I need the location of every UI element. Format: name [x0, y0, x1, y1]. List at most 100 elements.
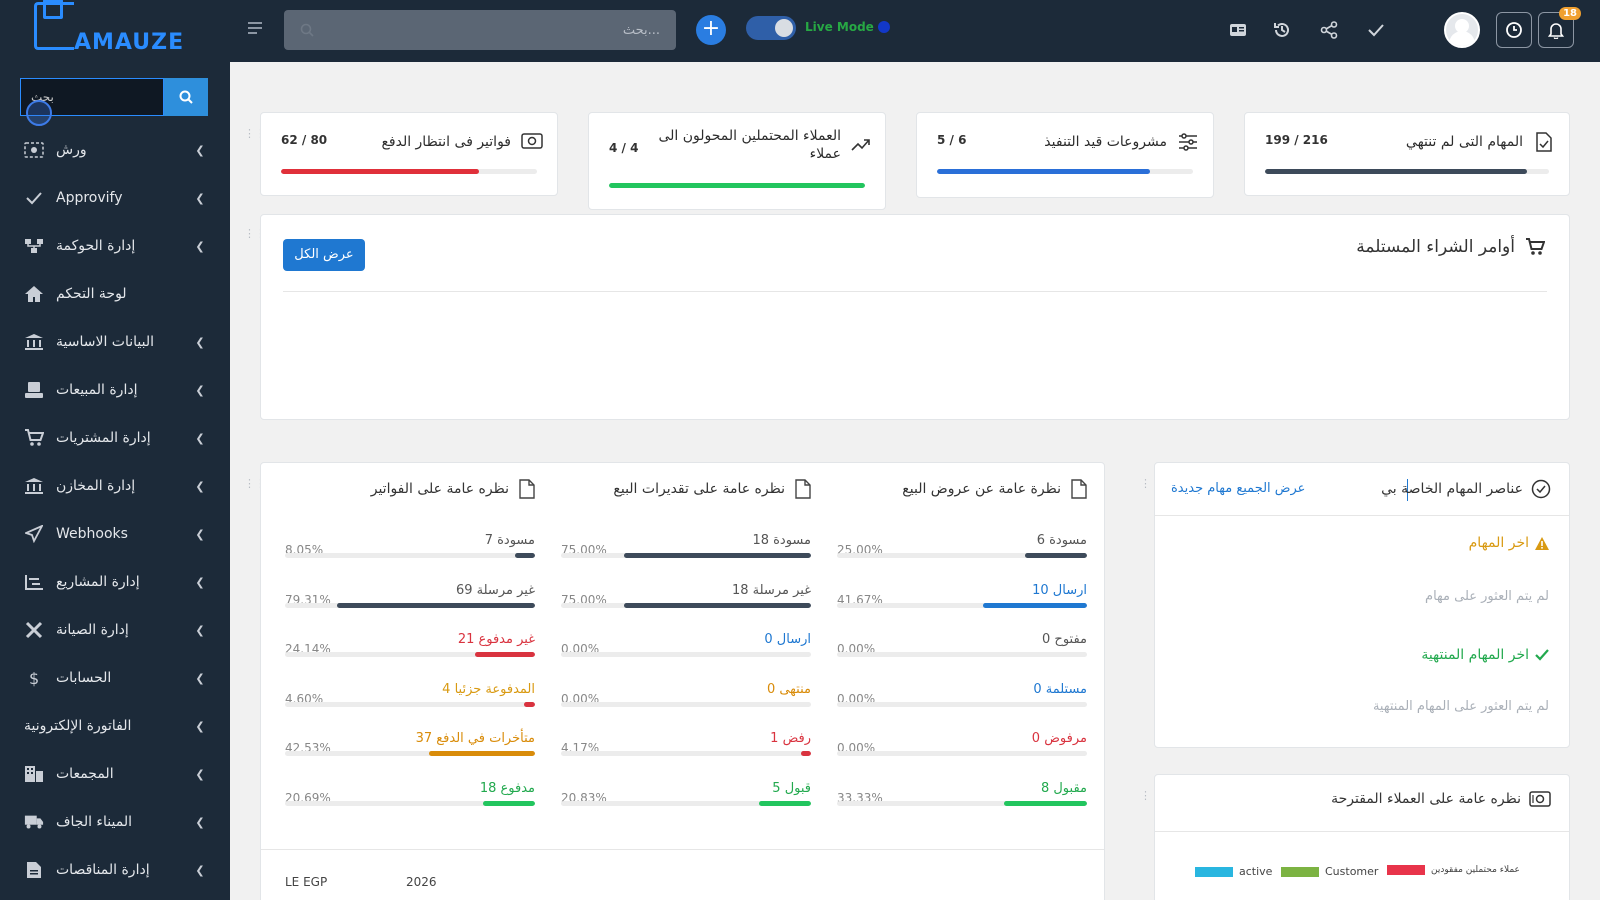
- finished-tasks-heading: اخر المهام المنتهية: [1421, 647, 1549, 663]
- purchase-orders-title-text: أوامر الشراء المستلمة: [1356, 237, 1515, 257]
- legend-item-active[interactable]: active: [1195, 865, 1272, 878]
- history-icon[interactable]: [1270, 18, 1294, 42]
- logo[interactable]: AMAUZE: [0, 0, 230, 62]
- overview-row[interactable]: مرفوض 0 0.00%: [837, 731, 1087, 771]
- year-label: 2026: [406, 875, 437, 889]
- progress-fill: [623, 553, 811, 558]
- document-icon: [519, 479, 535, 499]
- stat-card[interactable]: فواتير فى انتظار الدفع 62 / 80: [260, 112, 558, 196]
- drag-handle-icon[interactable]: ⋮⋮: [1140, 789, 1162, 802]
- chevron-left-icon: ❮: [195, 335, 205, 349]
- sidebar-item-label: البيانات الاساسية: [56, 334, 154, 350]
- sidebar-search-button[interactable]: [164, 78, 208, 116]
- id-card-icon[interactable]: [1226, 18, 1250, 42]
- sales-icon: [24, 380, 44, 400]
- overview-row[interactable]: مدفوع 18 20.69%: [285, 781, 535, 821]
- menu-toggle-icon[interactable]: [248, 22, 262, 37]
- stat-title-text: المهام التى لم تنتهي: [1405, 134, 1523, 150]
- progress-fill: [937, 169, 1151, 174]
- overview-row[interactable]: ارسال 10 41.67%: [837, 583, 1087, 623]
- stat-card[interactable]: العملاء المحتملين المحولون الى عملاء 4 / …: [588, 112, 886, 210]
- view-all-button[interactable]: عرض الكل: [283, 239, 365, 271]
- sidebar-item-label: إدارة المشاريع: [56, 574, 140, 590]
- drag-handle-icon[interactable]: ⋮⋮: [244, 477, 266, 490]
- sidebar-item-12[interactable]: الفاتورة الإلكترونية ❮: [0, 702, 230, 750]
- share-icon[interactable]: [1317, 18, 1341, 42]
- top-search-input[interactable]: بحث...: [284, 10, 676, 50]
- truck-icon: [24, 812, 44, 832]
- stat-title-text: فواتير فى انتظار الدفع: [381, 134, 511, 150]
- mouse-cursor: [26, 100, 52, 126]
- sidebar-item-6[interactable]: إدارة المشتريات ❮: [0, 414, 230, 462]
- overview-row[interactable]: متأخرات في الدفع 37 42.53%: [285, 731, 535, 771]
- info-icon[interactable]: [878, 21, 890, 33]
- sidebar-item-13[interactable]: المجمعات ❮: [0, 750, 230, 798]
- drag-handle-icon[interactable]: ⋮⋮: [244, 127, 266, 140]
- progress-fill: [1003, 801, 1087, 806]
- bank-icon: [24, 332, 44, 352]
- overview-row[interactable]: مسودة 7 8.05%: [285, 533, 535, 573]
- progress-bar: [837, 652, 1087, 658]
- check-icon: [1535, 649, 1549, 661]
- notifications-button[interactable]: 18: [1538, 7, 1581, 48]
- legend-item-lost-leads[interactable]: عملاء محتملين مفقودين: [1387, 865, 1520, 875]
- drag-handle-icon[interactable]: ⋮⋮: [244, 227, 266, 240]
- sidebar-item-14[interactable]: الميناء الجاف ❮: [0, 798, 230, 846]
- sidebar-item-15[interactable]: إدارة المناقصات ❮: [0, 846, 230, 894]
- my-tasks-title: عناصر المهام الخاصة بي: [1381, 479, 1551, 499]
- progress-fill: [758, 801, 811, 806]
- sidebar-item-2[interactable]: إدارة الحوكمة ❮: [0, 222, 230, 270]
- tools-icon: [24, 620, 44, 640]
- view-all-tasks-link[interactable]: عرض الجميع مهام جديدة: [1171, 481, 1306, 496]
- divider: [261, 849, 1104, 850]
- stat-card[interactable]: مشروعات قيد التنفيذ 5 / 6: [916, 112, 1214, 198]
- sidebar-item-8[interactable]: Webhooks ❮: [0, 510, 230, 558]
- sidebar-item-5[interactable]: إدارة المبيعات ❮: [0, 366, 230, 414]
- overview-row[interactable]: قبول 5 20.83%: [561, 781, 811, 821]
- sidebar-item-3[interactable]: لوحة التحكم: [0, 270, 230, 318]
- live-mode-toggle[interactable]: [746, 16, 796, 40]
- overview-row-label: مرفوض 0: [1031, 731, 1087, 747]
- overview-row[interactable]: غير مرسلة 69 79.31%: [285, 583, 535, 623]
- sidebar-item-10[interactable]: إدارة الصيانة ❮: [0, 606, 230, 654]
- timer-button[interactable]: [1496, 12, 1532, 48]
- overview-row[interactable]: رفض 1 4.17%: [561, 731, 811, 771]
- overview-row[interactable]: غير مرسلة 18 75.00%: [561, 583, 811, 623]
- purchase-orders-title: أوامر الشراء المستلمة: [1356, 237, 1545, 257]
- overview-row[interactable]: مفتوح 0 0.00%: [837, 632, 1087, 672]
- overview-column: نظرة عامة عن عروض البيع مسودة 6 25.00% ارسا…: [837, 463, 1087, 843]
- overview-row[interactable]: مسودة 6 25.00%: [837, 533, 1087, 573]
- progress-bar: [1265, 169, 1549, 174]
- overview-row[interactable]: مقبول 8 33.33%: [837, 781, 1087, 821]
- overview-title: نظرة عامة عن عروض البيع: [902, 479, 1087, 499]
- quick-add-button[interactable]: +: [696, 15, 726, 45]
- legend-item-customer[interactable]: Customer: [1281, 865, 1378, 878]
- sidebar-item-0[interactable]: ورش ❮: [0, 126, 230, 174]
- sidebar-item-7[interactable]: إدارة المخازن ❮: [0, 462, 230, 510]
- overview-title-text: نظره عامة على تقديرات البيع: [613, 481, 785, 497]
- user-avatar[interactable]: [1444, 12, 1480, 48]
- warehouse-icon: [24, 476, 44, 496]
- progress-fill: [483, 801, 535, 806]
- overview-row[interactable]: المدفوعة جزئيا 4 4.60%: [285, 682, 535, 722]
- drag-handle-icon[interactable]: ⋮⋮: [1140, 477, 1162, 490]
- stat-card[interactable]: المهام التى لم تنتهي 199 / 216: [1244, 112, 1570, 196]
- sidebar-item-4[interactable]: البيانات الاساسية ❮: [0, 318, 230, 366]
- progress-bar: [561, 701, 811, 707]
- overview-row-label: مسودة 18: [752, 533, 811, 548]
- sidebar-item-11[interactable]: $ الحسابات ❮: [0, 654, 230, 702]
- divider: [283, 291, 1547, 292]
- progress-bar: [285, 553, 535, 558]
- overview-row[interactable]: ارسال 0 0.00%: [561, 632, 811, 672]
- overview-row[interactable]: مسودة 18 75.00%: [561, 533, 811, 573]
- sidebar-item-1[interactable]: Approvify ❮: [0, 174, 230, 222]
- progress-bar: [285, 801, 535, 806]
- overview-row[interactable]: منتهى 0 0.00%: [561, 682, 811, 722]
- chevron-left-icon: ❮: [195, 383, 205, 397]
- progress-bar: [837, 602, 1087, 608]
- checkmark-icon[interactable]: [1364, 18, 1388, 42]
- overview-row[interactable]: غير مدفوع 21 24.14%: [285, 632, 535, 672]
- overview-row[interactable]: مستلمة 0 0.00%: [837, 682, 1087, 722]
- divider: [1155, 515, 1569, 516]
- sidebar-item-9[interactable]: إدارة المشاريع ❮: [0, 558, 230, 606]
